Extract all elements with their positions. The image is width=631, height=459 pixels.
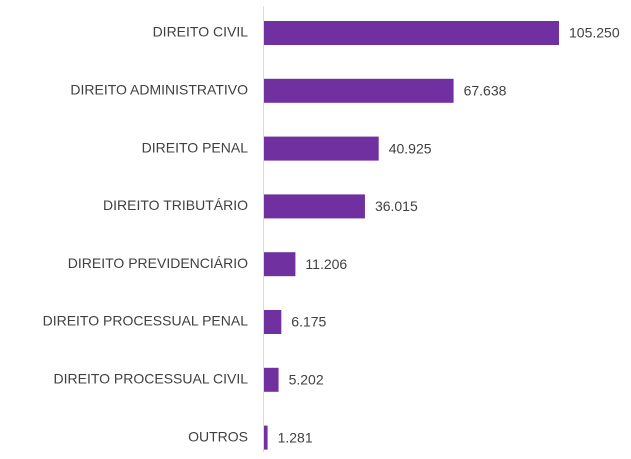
category-label: DIREITO TRIBUTÁRIO bbox=[103, 197, 248, 213]
category-label: DIREITO PROCESSUAL PENAL bbox=[43, 313, 249, 329]
value-label: 36.015 bbox=[375, 198, 418, 214]
category-label: DIREITO CIVIL bbox=[153, 24, 249, 40]
value-label: 105.250 bbox=[569, 25, 620, 41]
category-label: OUTROS bbox=[188, 428, 248, 444]
value-label: 11.206 bbox=[305, 256, 347, 272]
bar bbox=[264, 310, 282, 334]
bar bbox=[264, 136, 379, 161]
category-label: DIREITO PREVIDENCIÁRIO bbox=[68, 255, 248, 271]
value-label: 40.925 bbox=[389, 140, 432, 156]
bar bbox=[264, 194, 365, 219]
value-label: 6.175 bbox=[291, 314, 326, 330]
value-label: 1.281 bbox=[278, 429, 313, 445]
value-label: 67.638 bbox=[464, 83, 507, 99]
category-label: DIREITO ADMINISTRATIVO bbox=[70, 82, 248, 98]
category-label: DIREITO PROCESSUAL CIVIL bbox=[54, 371, 249, 387]
value-label: 5.202 bbox=[289, 372, 324, 388]
category-label: DIREITO PENAL bbox=[142, 139, 249, 155]
bar bbox=[264, 425, 268, 450]
bar bbox=[264, 252, 296, 277]
bar bbox=[264, 78, 454, 103]
bar bbox=[264, 21, 559, 45]
bar bbox=[264, 367, 279, 392]
